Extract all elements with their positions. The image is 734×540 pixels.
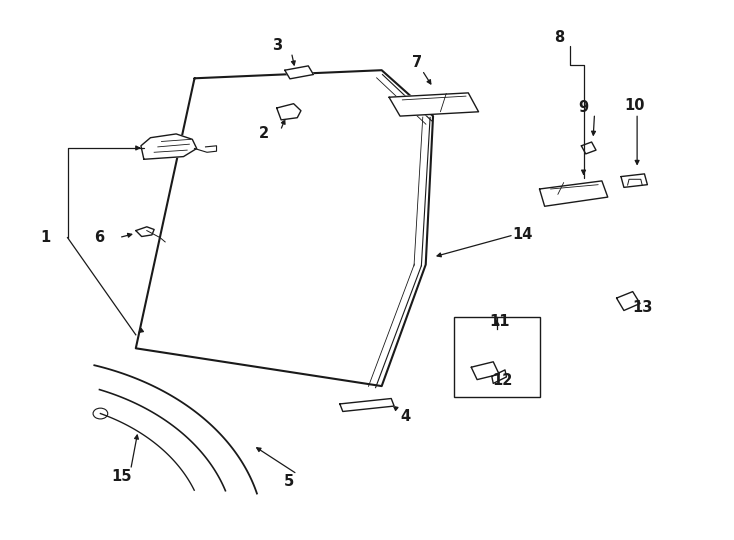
Text: 1: 1 [40, 230, 51, 245]
Text: 7: 7 [412, 55, 422, 70]
Polygon shape [617, 292, 640, 310]
Polygon shape [581, 142, 596, 154]
Text: 6: 6 [94, 230, 104, 245]
Polygon shape [340, 399, 394, 411]
Text: 12: 12 [493, 373, 513, 388]
Text: 11: 11 [489, 314, 509, 329]
Polygon shape [136, 227, 154, 237]
Text: 14: 14 [512, 227, 533, 242]
Text: 4: 4 [401, 409, 411, 424]
Text: 13: 13 [632, 300, 653, 315]
Polygon shape [389, 93, 479, 116]
Polygon shape [539, 181, 608, 206]
Text: 2: 2 [259, 126, 269, 141]
Text: 9: 9 [578, 100, 589, 116]
Polygon shape [141, 134, 197, 159]
Bar [454, 317, 540, 397]
Text: 15: 15 [111, 469, 131, 484]
Polygon shape [492, 370, 506, 383]
Text: 8: 8 [554, 30, 564, 45]
Text: 5: 5 [284, 474, 294, 489]
Polygon shape [285, 66, 313, 79]
Polygon shape [621, 174, 647, 187]
Polygon shape [471, 362, 499, 380]
Text: 3: 3 [272, 38, 283, 53]
Text: 10: 10 [625, 98, 645, 113]
Polygon shape [277, 104, 301, 120]
